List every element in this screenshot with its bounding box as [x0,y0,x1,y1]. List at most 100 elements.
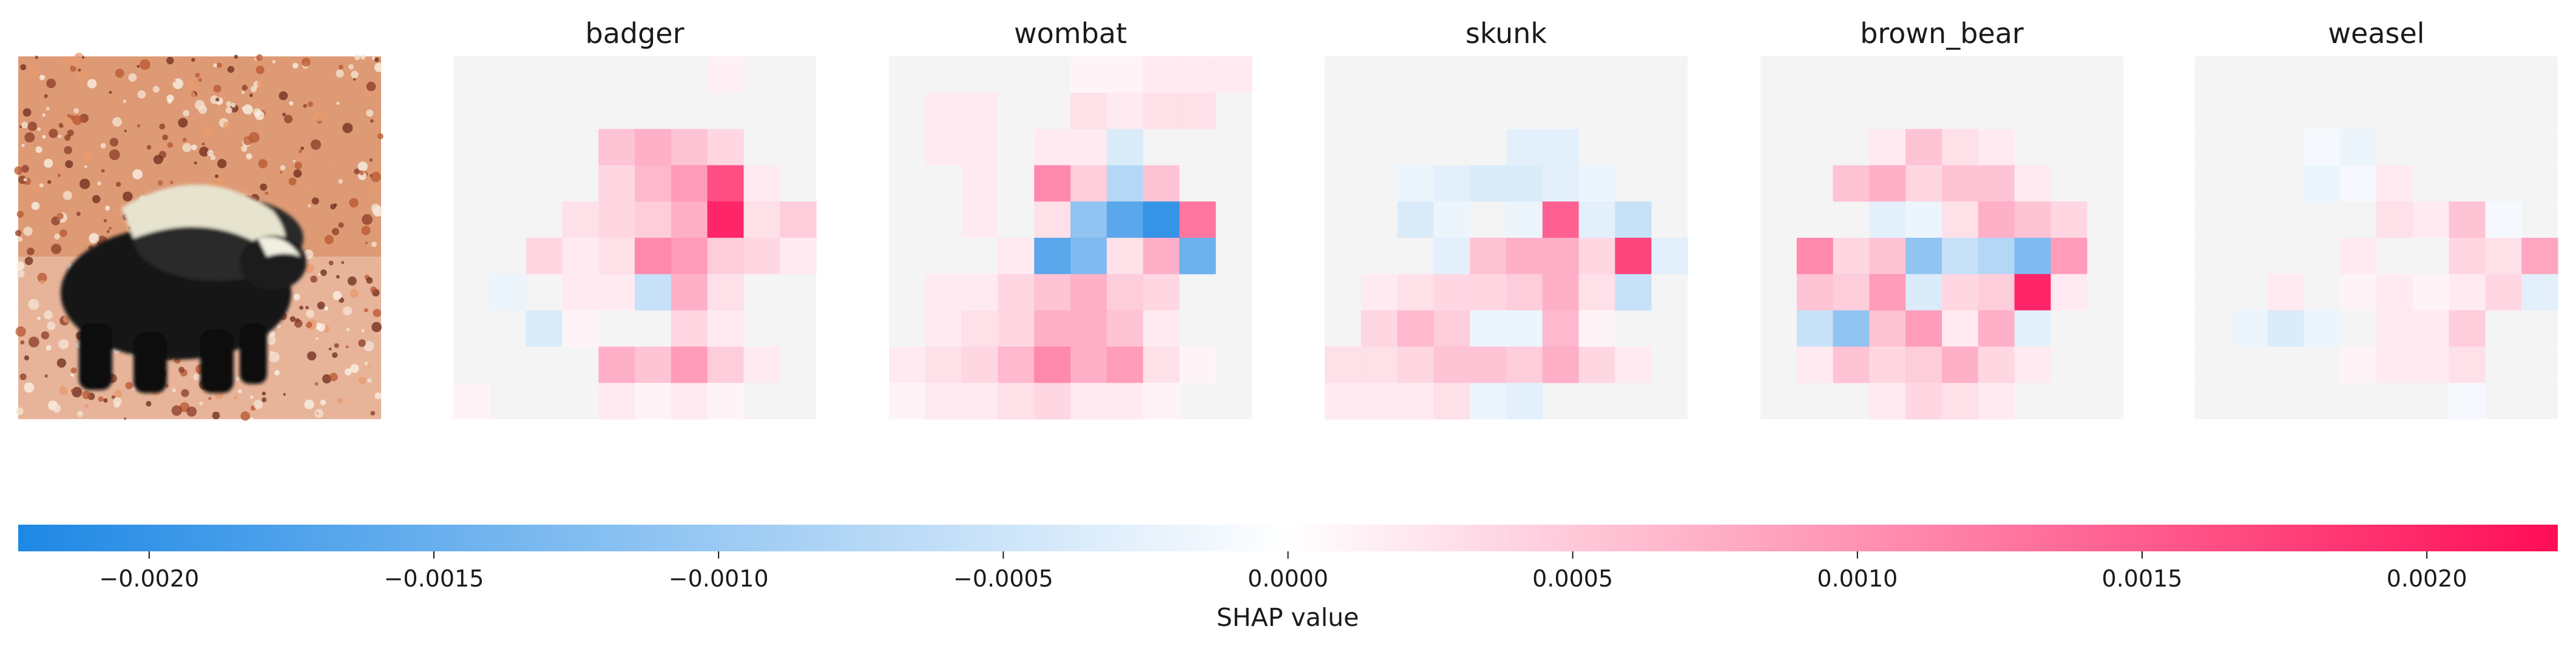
heat-cell [526,274,563,311]
heat-cell [2521,165,2558,202]
heat-cell [1070,274,1107,311]
shap-panel-skunk: skunk [1325,17,1688,420]
heat-cell [2014,346,2051,383]
heat-cell [562,310,599,347]
heat-cell [635,201,672,238]
heat-cell [453,129,490,166]
heat-cell [1869,92,1906,130]
heat-cell [1397,238,1434,275]
heat-cell [2050,201,2088,238]
colorbar-tick-label: −0.0010 [669,565,769,592]
heat-cell [2412,238,2450,275]
heat-cell [925,129,962,166]
heatmap-grid-badger [453,56,817,420]
heat-cell [1942,56,1979,93]
heat-cell [1651,383,1688,420]
heat-cell [1978,56,2015,93]
heat-cell [1905,310,1942,347]
shap-panel-weasel: weasel [2195,17,2558,420]
heat-cell [598,92,635,130]
heat-cell [1796,165,1834,202]
heat-cell [2195,238,2232,275]
heat-cell [1760,274,1797,311]
heat-cell [526,383,563,420]
heat-cell [1070,129,1107,166]
heat-cell [707,165,744,202]
panel-title-weasel: weasel [2328,17,2424,50]
heat-cell [489,310,527,347]
heat-cell [1106,238,1144,275]
heat-cell [925,274,962,311]
heat-cell [526,92,563,130]
heat-cell [2449,92,2486,130]
heat-cell [2087,274,2124,311]
heat-cell [961,201,998,238]
heat-cell [1833,165,1870,202]
heat-cell [889,201,926,238]
heat-cell [453,383,490,420]
heat-cell [1506,274,1543,311]
heat-cell [598,56,635,93]
heat-cell [526,56,563,93]
heat-cell [1070,56,1107,93]
heat-cell [635,165,672,202]
heat-cell [671,129,708,166]
heat-cell [925,201,962,238]
heat-cell [1397,56,1434,93]
heat-cell [1942,92,1979,130]
heat-cell [2304,310,2341,347]
heat-cell [889,165,926,202]
heat-cell [1470,383,1507,420]
heat-cell [961,238,998,275]
heat-cell [743,310,780,347]
heat-cell [1034,129,1071,166]
heat-cell [526,238,563,275]
heat-cell [1143,129,1180,166]
heat-cell [1070,201,1107,238]
heat-cell [1760,201,1797,238]
heat-cell [1325,165,1362,202]
heat-cell [1215,310,1253,347]
heat-cell [2195,56,2232,93]
heat-cell [1905,92,1942,130]
heat-cell [780,201,817,238]
heat-cell [2231,383,2268,420]
heat-cell [1034,56,1071,93]
heat-cell [2485,274,2522,311]
heat-cell [961,92,998,130]
heat-cell [2376,274,2413,311]
heat-cell [780,238,817,275]
heat-cell [961,165,998,202]
heat-cell [1034,238,1071,275]
heat-cell [1215,201,1253,238]
heat-cell [1433,129,1470,166]
heat-cell [1506,201,1543,238]
heat-cell [961,346,998,383]
heat-cell [2521,56,2558,93]
heat-cell [2050,274,2088,311]
heat-cell [1034,383,1071,420]
heat-cell [1361,274,1398,311]
heat-cell [1106,165,1144,202]
heat-cell [707,310,744,347]
heat-cell [1833,383,1870,420]
heat-cell [2376,56,2413,93]
heat-cell [1796,346,1834,383]
heat-cell [1470,129,1507,166]
heat-cell [1325,92,1362,130]
heat-cell [925,56,962,93]
heat-cell [2195,129,2232,166]
heat-cell [1869,383,1906,420]
heat-cell [562,165,599,202]
heat-cell [889,346,926,383]
heat-cell [1978,92,2015,130]
heat-cell [2087,165,2124,202]
heatmap-grid-weasel [2195,56,2558,420]
heat-cell [453,201,490,238]
heat-cell [1106,56,1144,93]
heat-cell [743,346,780,383]
heat-cell [1143,201,1180,238]
heat-cell [2412,274,2450,311]
heat-cell [1796,129,1834,166]
heat-cell [1942,238,1979,275]
